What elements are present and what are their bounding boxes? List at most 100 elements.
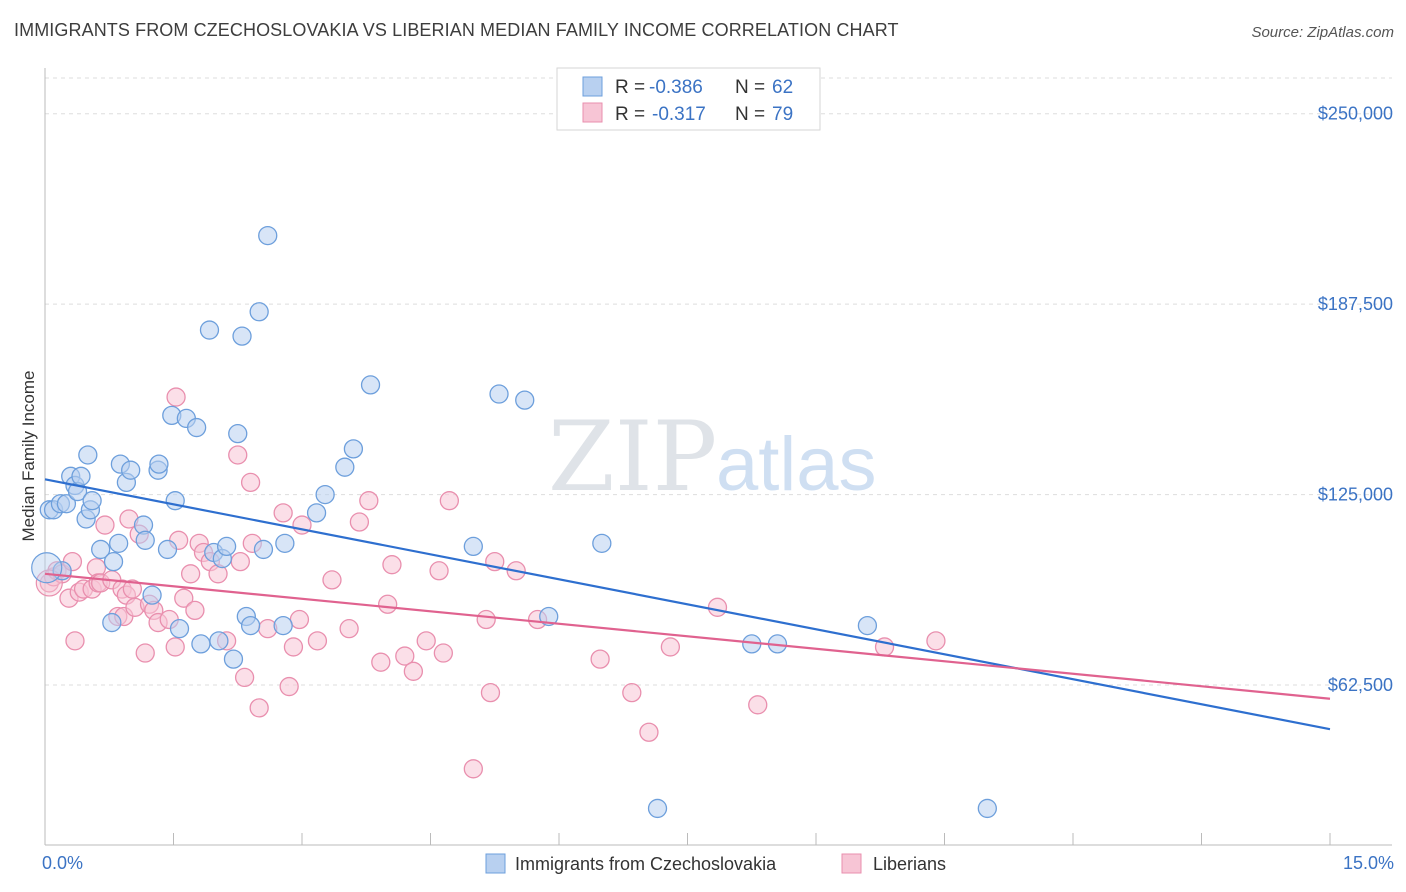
liberian-point (283, 637, 304, 657)
legend-n-label-pink: N = (735, 104, 765, 125)
czechoslovakia-point (463, 536, 483, 557)
liberian-trend-line (44, 572, 1331, 700)
liberian-point (230, 551, 250, 572)
liberian-point (395, 646, 415, 666)
czechoslovakia-point (857, 615, 878, 636)
czechoslovakia-point (56, 494, 77, 514)
czechoslovakia-point (82, 491, 102, 511)
liberian-point (249, 698, 269, 718)
czechoslovakia-point (169, 619, 190, 639)
liberian-point (289, 609, 310, 630)
liberian-point (185, 600, 205, 621)
czechoslovakia-point (109, 533, 129, 553)
source-credit: Source: ZipAtlas.com (1251, 24, 1394, 41)
watermark-atlas: atlas (716, 422, 877, 507)
liberian-point (135, 643, 155, 663)
liberian-point (476, 609, 496, 630)
czechoslovakia-point (647, 798, 668, 819)
watermark-zip: ZIP (548, 401, 717, 513)
liberian-point (279, 676, 299, 697)
bottom-legend-swatch-blue (485, 853, 506, 874)
czechoslovakia-point (240, 615, 261, 636)
legend-swatch-pink (582, 102, 603, 123)
liberian-point (371, 652, 391, 672)
liberian-point (307, 631, 328, 651)
liberian-point (639, 722, 659, 742)
czechoslovakia-point (253, 539, 274, 560)
trend-lines (44, 478, 1331, 731)
liberian-point (166, 387, 186, 407)
czechoslovakia-point (977, 798, 997, 819)
y-tick-label: $187,500 (1318, 294, 1393, 314)
czechoslovakia-point (71, 466, 91, 486)
legend-r-value-pink: -0.317 (652, 104, 706, 125)
y-tick-label: $62,500 (1328, 675, 1393, 695)
liberian-point (622, 682, 642, 703)
liberian-point (65, 631, 85, 651)
chart-title: IMMIGRANTS FROM CZECHOSLOVAKIA VS LIBERI… (14, 20, 899, 40)
liberian-point (322, 570, 342, 590)
legend-r-label-pink: R = (615, 104, 645, 125)
czechoslovakia-point (102, 612, 122, 633)
czechoslovakia-points (31, 225, 997, 819)
legend-r-label-blue: R = (615, 77, 645, 98)
czechoslovakia-point (121, 460, 141, 480)
liberian-point (416, 631, 436, 651)
czechoslovakia-point (592, 533, 612, 553)
liberian-point (463, 759, 483, 779)
czechoslovakia-point (135, 530, 155, 550)
legend-n-value-pink: 79 (772, 104, 793, 125)
czechoslovakia-point (191, 634, 211, 654)
y-axis-label: Median Family Income (19, 370, 38, 541)
liberian-point (240, 472, 261, 493)
bottom-legend-label-blue: Immigrants from Czechoslovakia (515, 854, 777, 874)
czechoslovakia-point (223, 649, 244, 669)
legend-r-value-blue: -0.386 (649, 77, 703, 98)
czechoslovakia-point (335, 457, 355, 477)
liberian-point (95, 515, 115, 535)
liberian-point (926, 631, 946, 651)
liberian-point (439, 491, 459, 511)
czechoslovakia-point (78, 445, 98, 465)
liberian-point (165, 637, 185, 657)
y-tick-labels: $62,500 $125,000 $187,500 $250,000 (1318, 104, 1393, 695)
gridlines (44, 77, 1392, 845)
liberian-point (429, 561, 449, 581)
liberian-point (480, 682, 501, 703)
series-legend: Immigrants from Czechoslovakia Liberians (485, 853, 946, 874)
czechoslovakia-point (199, 320, 220, 340)
czechoslovakia-point (343, 439, 364, 459)
czechoslovakia-point (232, 326, 252, 346)
liberian-point (228, 445, 248, 465)
watermark: ZIP atlas (548, 401, 877, 513)
liberian-point (378, 594, 398, 614)
czechoslovakia-point (275, 533, 295, 553)
liberian-point (590, 649, 610, 669)
czechoslovakia-point (186, 417, 207, 438)
czechoslovakia-point (315, 484, 335, 505)
czechoslovakia-point (91, 539, 111, 560)
liberian-point (433, 643, 454, 663)
czechoslovakia-point (249, 302, 269, 322)
liberian-point (359, 491, 379, 511)
czechoslovakia-point (515, 390, 535, 410)
bottom-legend-swatch-pink (841, 853, 862, 874)
x-tick-label-max: 15.0% (1343, 853, 1394, 873)
liberian-point (273, 503, 293, 523)
liberian-point (234, 667, 255, 688)
czechoslovakia-point (258, 225, 278, 246)
liberian-point (349, 512, 370, 532)
czechoslovakia-point (209, 631, 229, 651)
czechoslovakia-point-large (31, 552, 63, 584)
liberian-point (382, 555, 402, 575)
czechoslovakia-point (149, 454, 169, 474)
y-tick-label: $250,000 (1318, 104, 1393, 124)
liberian-point (174, 588, 194, 608)
liberian-point (403, 661, 424, 681)
liberian-point (180, 564, 201, 584)
czechoslovakia-point (489, 384, 509, 404)
liberian-point (339, 619, 359, 639)
czechoslovakia-point (103, 551, 124, 572)
czechoslovakia-point (142, 585, 162, 605)
